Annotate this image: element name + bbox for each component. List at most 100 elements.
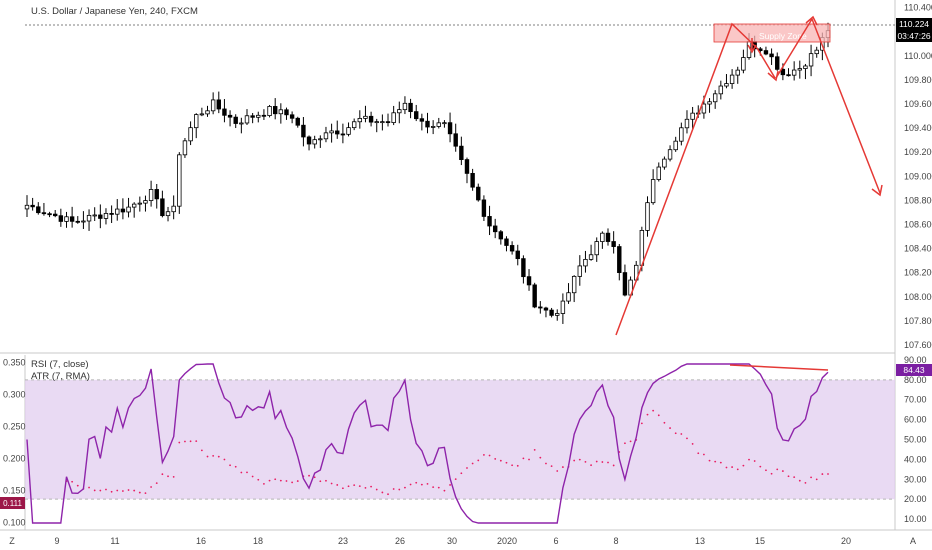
candle-body [425,120,430,128]
pullback-arrow-head[interactable] [767,70,779,82]
atr-dot [437,486,440,489]
atr-dot [708,459,711,462]
candle-body [814,49,819,55]
rsi-tick-label: 30.00 [904,474,927,484]
candle-body [780,68,786,76]
price-tag-box [896,18,932,30]
candle-body [391,112,396,123]
atr-dot [607,461,609,464]
atr-dot [584,460,587,463]
atr-tick-label: 0.250 [3,421,26,431]
atr-dot [691,443,694,445]
atr-dot [573,459,576,462]
time-axis[interactable]: 9 11 16 18 23 26 30 2020 6 8 13 15 20 [54,536,851,546]
price-tick-label: 110.400 [904,3,932,13]
candle-body [289,114,295,119]
atr-dot [150,486,152,488]
candle-body [442,122,447,125]
atr-dot [200,449,203,452]
atr-dot [178,441,181,444]
drawings[interactable] [615,15,883,371]
candle-body [278,109,284,115]
candle-body [521,258,526,278]
atr-dot [133,489,136,492]
candle-body [487,216,492,227]
rsi-tick-label: 20.00 [904,494,927,504]
candle-body [86,214,92,222]
atr-value-tag: 0.111 [3,499,22,508]
candle-body [81,220,86,223]
candle-body [650,179,656,204]
rsi-tick-label: 90.00 [904,355,927,365]
price-tick-label: 110.000 [904,51,932,61]
candle-body [154,189,159,200]
atr-axis[interactable]: 0.100 0.150 0.200 0.250 0.300 0.350 [3,357,26,527]
atr-dot [285,480,288,482]
price-tick-label: 108.600 [904,219,932,229]
atr-dot [669,427,671,429]
impulse-arrow-line[interactable] [615,22,758,336]
candle-body [233,116,238,124]
atr-tick-label: 0.100 [3,518,26,528]
candle-body [526,276,532,286]
forecast-arrow-line[interactable] [775,17,881,194]
candle-body [447,122,453,135]
price-tick-label: 108.000 [904,292,932,302]
atr-dot [815,478,818,481]
atr-dot [426,482,429,485]
candle-body [436,122,441,127]
atr-dot [731,466,734,468]
atr-dot [748,458,750,461]
candle-body [75,220,80,223]
atr-dot [793,476,796,479]
atr-dot [578,458,581,461]
atr-dot [680,433,683,435]
candle-body [64,216,69,222]
price-axis[interactable]: 107.600 107.800 108.000 108.200 108.400 108.6… [904,3,932,350]
atr-dot [206,455,209,458]
atr-dot [409,483,412,486]
atr-dot [697,452,700,455]
atr-dot [539,456,542,459]
candle-body [600,232,605,242]
candle-body [103,213,109,219]
candle-body [92,214,97,217]
candle-body [414,111,419,120]
rsi-axis[interactable]: 10.00 20.00 30.00 40.00 50.00 60.00 70.00 80.00… [904,355,927,524]
atr-dot [308,474,310,477]
atr-dot [88,486,90,489]
candle-body [656,166,661,180]
small-down-arrow-head[interactable] [747,44,757,54]
candle-body [137,202,143,205]
candle-body [380,121,385,124]
pullback-arrow-line[interactable] [756,47,776,79]
atr-dot [561,466,564,468]
candle-body [684,118,690,129]
atr-dot [663,421,666,424]
forecast-arrow-head[interactable] [871,184,883,197]
candle-body [470,173,475,188]
candle-body [397,109,402,114]
atr-dot [522,457,525,460]
candle-body [115,208,120,215]
candle-body [182,140,188,156]
candle-body [622,272,628,296]
atr-dot [404,486,406,489]
candle-body [148,189,154,201]
rsi-divergence-line[interactable] [729,364,829,371]
candle-body [188,127,193,142]
candle-body [724,83,729,87]
atr-dot [71,480,74,483]
time-tick-label: 20 [841,536,851,546]
atr-dot [268,479,271,482]
atr-dot [251,475,254,478]
atr-dot [703,453,705,456]
time-tick-label: 26 [395,536,405,546]
candle-body [786,74,791,77]
atr-dot [121,490,124,492]
peak-arrow-head[interactable] [805,15,818,26]
candle-body [459,145,464,161]
atr-dot [443,489,446,492]
price-tick-label: 108.400 [904,244,932,254]
